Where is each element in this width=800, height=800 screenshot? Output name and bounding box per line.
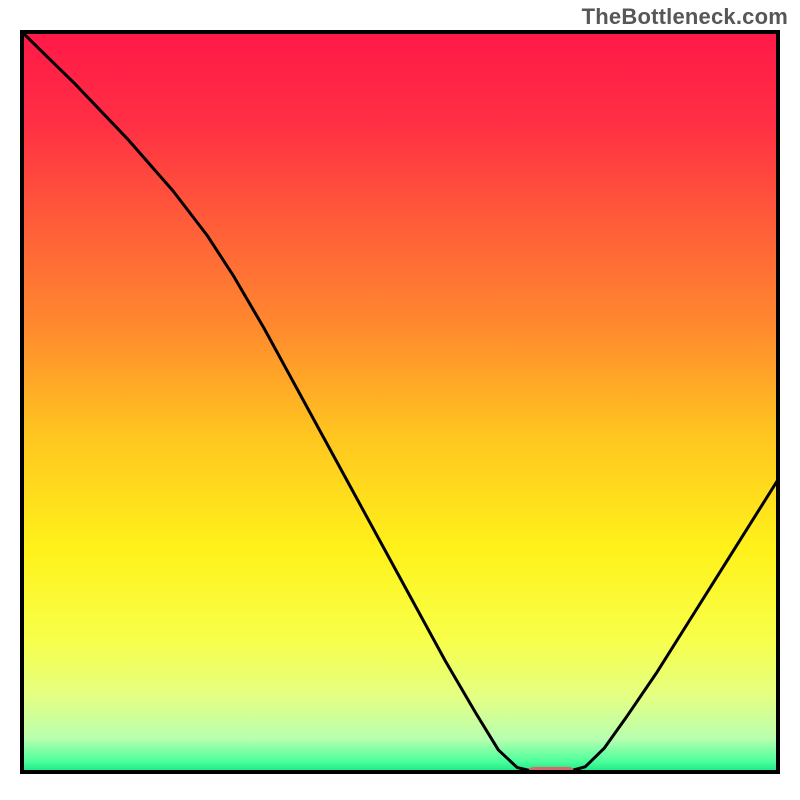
chart-container: TheBottleneck.com [0,0,800,800]
bottleneck-chart [0,0,800,800]
